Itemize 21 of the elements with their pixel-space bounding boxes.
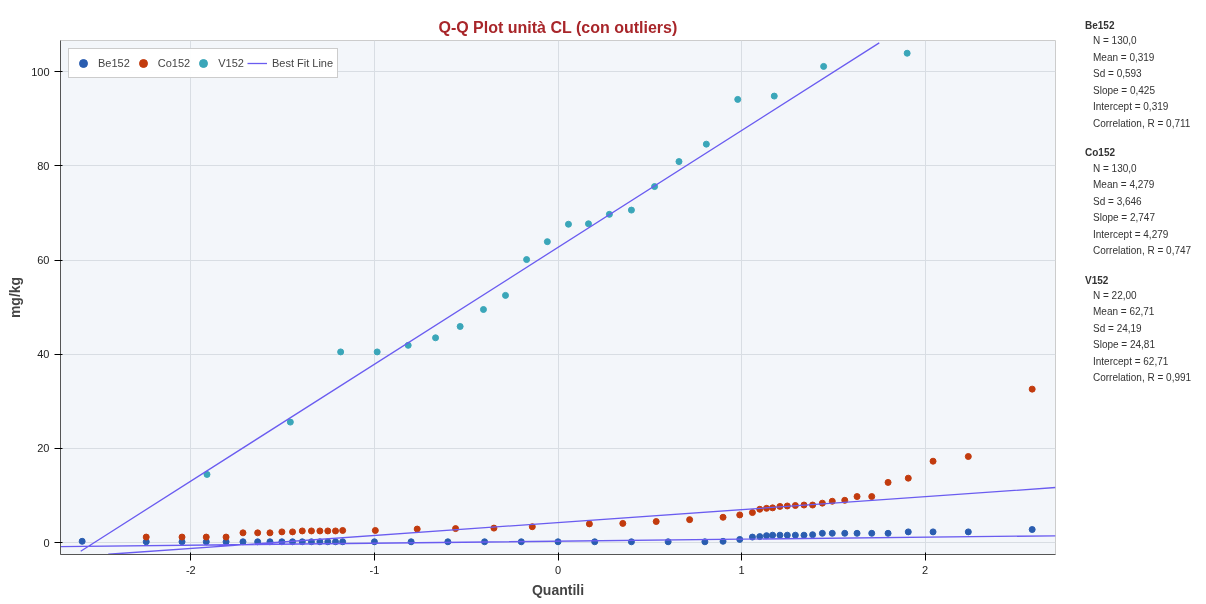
y-tick-label: 100 bbox=[31, 65, 50, 78]
x-axis-title: Quantili bbox=[531, 581, 585, 598]
text: Co152 N = 130,0 Mean = 4,279 Sd = 3,646 Slope = 2,747 Intercept = 4,279 Correlation, R = 0,747 bbox=[1085, 146, 1192, 259]
x-tick-label: 1 bbox=[738, 563, 745, 576]
y-tick-label: 80 bbox=[37, 159, 50, 172]
x-tick-label: -2 bbox=[185, 563, 196, 576]
x-tick-label: -1 bbox=[369, 563, 380, 576]
y-tick-label: 60 bbox=[37, 254, 50, 267]
y-tick-label: 40 bbox=[37, 348, 50, 361]
legend-label: V152 bbox=[218, 57, 244, 69]
x-tick-label: 2 bbox=[922, 563, 929, 576]
chart-title: Q-Q Plot unità CL (con outliers) bbox=[438, 18, 678, 36]
y-tick-label: 0 bbox=[43, 536, 50, 549]
legend-label: Best Fit Line bbox=[271, 57, 334, 69]
text: V152 N = 22,00 Mean = 62,71 Sd = 24,19 Slope = 24,81 Intercept = 62,71 Correlation, R = 0,991 bbox=[1085, 273, 1192, 386]
x-tick-label: 0 bbox=[554, 563, 562, 576]
text: Be152 N = 130,0 Mean = 0,319 Sd = 0,593 Slope = 0,425 Intercept = 0,319 Correlation, R = 0,711 bbox=[1085, 19, 1192, 131]
legend-label: Co152 bbox=[157, 57, 191, 69]
y-tick-label: 20 bbox=[37, 442, 50, 455]
legend-label: Be152 bbox=[98, 57, 130, 69]
y-axis-title: mg/kg bbox=[7, 276, 24, 319]
